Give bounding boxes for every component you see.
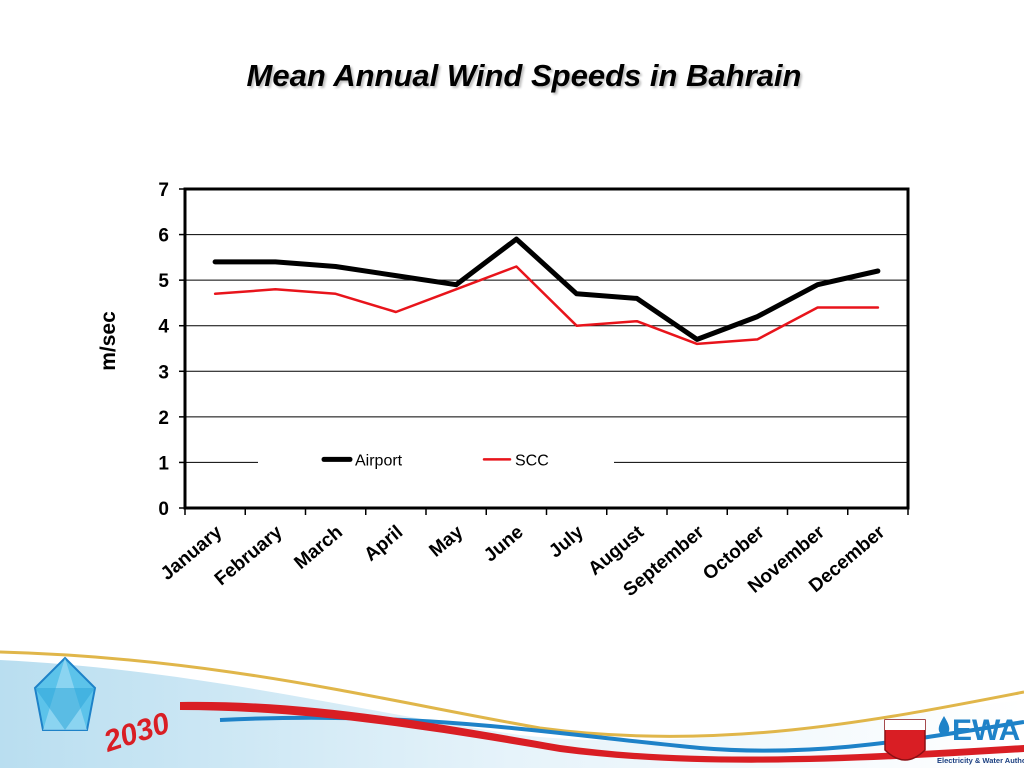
legend-box [258, 448, 614, 477]
footer-wave-red [180, 701, 1024, 763]
water-drop-icon [938, 716, 950, 736]
legend: Airport SCC [258, 448, 614, 477]
y-tick-label: 0 [158, 499, 169, 520]
series-line-scc [213, 265, 880, 346]
bahrain-emblem-icon [884, 719, 926, 761]
series-lines [212, 236, 881, 346]
crystal-logo-icon [33, 656, 97, 731]
y-tick-label: 3 [158, 362, 169, 383]
y-tick-label: 6 [158, 226, 169, 247]
footer-wave-gold [0, 650, 1024, 738]
x-tick-label: May [426, 521, 468, 561]
x-tick-label: February [211, 521, 287, 590]
x-tick-label: June [480, 522, 527, 567]
series-line-airport [212, 236, 881, 342]
y-tick-label: 7 [158, 180, 169, 201]
y-tick-label: 1 [158, 453, 169, 474]
y-tick-label: 5 [158, 271, 169, 292]
ewa-logo: EWA Electricity & Water Authority [937, 714, 1024, 765]
legend-label: Airport [355, 452, 403, 469]
y-tick-label: 4 [158, 317, 169, 338]
svg-text:EWA: EWA [952, 714, 1020, 747]
x-tick-label: July [545, 521, 588, 562]
y-axis-title: m/sec [97, 311, 120, 371]
y-ticks: 0 1 2 3 4 5 6 7 [158, 180, 185, 520]
svg-text:Electricity & Water Authority: Electricity & Water Authority [937, 756, 1024, 765]
footer-banner: 2030 EWA Electricity & Water Authority [0, 650, 1024, 768]
slide-title: Mean Annual Wind Speeds in Bahrain [246, 58, 802, 93]
legend-label: SCC [515, 452, 549, 469]
footer-wave-light-blue [0, 660, 1024, 768]
x-tick-label: April [360, 522, 407, 566]
y-tick-label: 2 [158, 408, 169, 429]
x-tick-label: March [290, 522, 346, 574]
